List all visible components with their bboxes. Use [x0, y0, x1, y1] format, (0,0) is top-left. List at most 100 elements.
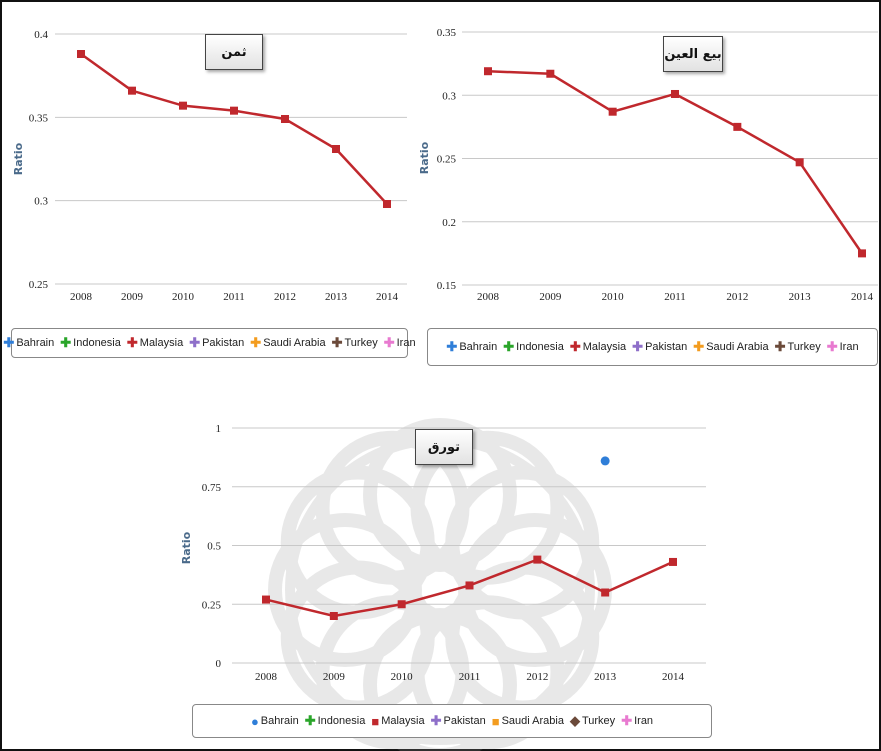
- legend-label: Bahrain: [260, 715, 299, 727]
- legend-marker-icon: ✚: [250, 335, 262, 350]
- legend-item-indonesia[interactable]: ✚ Indonesia: [503, 339, 564, 355]
- y-axis-title: Ratio: [418, 141, 431, 174]
- data-point[interactable]: [608, 107, 617, 116]
- data-point[interactable]: [397, 600, 406, 609]
- data-point[interactable]: [281, 115, 289, 123]
- legend-item-iran[interactable]: ✚ Iran: [384, 335, 416, 351]
- legend-item-iran[interactable]: ✚ Iran: [827, 339, 859, 355]
- legend-marker-icon: ✚: [826, 339, 838, 354]
- legend-marker-icon: ✚: [189, 335, 201, 350]
- data-point[interactable]: [484, 67, 492, 76]
- data-point[interactable]: [795, 158, 804, 167]
- y-tick-label: 0.4: [34, 29, 48, 41]
- legend-label: Indonesia: [317, 715, 366, 727]
- y-tick-label: 0.25: [437, 154, 457, 166]
- data-point[interactable]: [858, 249, 866, 258]
- legend-label: Iran: [396, 337, 416, 349]
- y-tick-label: 0.35: [437, 27, 457, 39]
- y-tick-label: 0.3: [34, 196, 48, 208]
- legend-label: Saudi Arabia: [501, 715, 564, 727]
- x-tick-label: 2012: [526, 671, 548, 683]
- legend-marker-icon: ✚: [693, 339, 705, 354]
- legend-label: Iran: [839, 341, 859, 353]
- legend-label: Iran: [634, 715, 654, 727]
- legend-item-indonesia[interactable]: ✚ Indonesia: [60, 335, 121, 351]
- legend-item-saudi-arabia[interactable]: ■ Saudi Arabia: [492, 714, 564, 729]
- data-point-bahrain[interactable]: [600, 456, 610, 466]
- legend-item-saudi-arabia[interactable]: ✚ Saudi Arabia: [250, 335, 325, 351]
- legend-label: Indonesia: [73, 337, 121, 349]
- legend-item-saudi-arabia[interactable]: ✚ Saudi Arabia: [693, 339, 768, 355]
- legend-label: Saudi Arabia: [263, 337, 326, 349]
- data-point[interactable]: [669, 557, 677, 566]
- data-point[interactable]: [546, 69, 555, 78]
- y-axis-title: Ratio: [12, 142, 25, 175]
- data-point[interactable]: [465, 581, 474, 590]
- legend-label: Saudi Arabia: [706, 341, 769, 353]
- data-point[interactable]: [128, 86, 136, 95]
- legend-marker-icon: ✚: [60, 335, 72, 350]
- legend-item-bahrain[interactable]: ✚ Bahrain: [446, 339, 497, 355]
- legend-label: Malaysia: [381, 715, 425, 727]
- chart-legend: ✚ Bahrain ✚ Indonesia ✚ Malaysia ✚ Pakistan ✚ Sau…: [3, 328, 416, 358]
- data-point[interactable]: [332, 145, 340, 153]
- watermark-petal: [363, 608, 517, 751]
- data-point[interactable]: [77, 50, 85, 58]
- legend-item-bahrain[interactable]: ✚ Bahrain: [3, 335, 54, 351]
- legend-marker-icon: ✚: [304, 713, 316, 728]
- y-tick-label: 0.2: [442, 217, 456, 229]
- y-tick-label: 0.15: [437, 280, 457, 292]
- legend-marker-icon: ✚: [126, 335, 138, 350]
- x-tick-label: 2011: [223, 291, 245, 303]
- legend-item-malaysia[interactable]: ✚ Malaysia: [570, 339, 626, 355]
- chart-title-text: تورق: [427, 439, 461, 455]
- legend-item-malaysia[interactable]: ✚ Malaysia: [127, 335, 183, 351]
- data-point[interactable]: [533, 555, 542, 564]
- x-tick-label: 2011: [664, 291, 686, 303]
- legend-marker-icon: ✚: [632, 339, 644, 354]
- data-point[interactable]: [179, 101, 187, 110]
- legend-marker-icon: ■: [371, 713, 380, 729]
- legend-item-pakistan[interactable]: ✚ Pakistan: [189, 335, 244, 351]
- legend-marker-icon: ✚: [774, 339, 786, 354]
- legend-marker-icon: ◆: [569, 713, 580, 728]
- legend-item-indonesia[interactable]: ✚ Indonesia: [305, 713, 366, 729]
- x-tick-label: 2013: [789, 291, 812, 303]
- legend-label: Malaysia: [139, 337, 184, 349]
- data-point[interactable]: [262, 595, 270, 604]
- legend-item-pakistan[interactable]: ✚ Pakistan: [632, 339, 687, 355]
- x-tick-label: 2010: [172, 291, 195, 303]
- legend-label: Turkey: [581, 715, 616, 727]
- legend-marker-icon: ✚: [383, 335, 395, 350]
- legend-item-bahrain[interactable]: ● Bahrain: [251, 714, 299, 729]
- y-tick-label: 0.25: [29, 279, 49, 291]
- x-tick-label: 2014: [662, 671, 685, 683]
- legend-marker-icon: ✚: [331, 335, 343, 350]
- y-axis-title: Ratio: [180, 531, 193, 564]
- legend-label: Indonesia: [516, 341, 564, 353]
- y-tick-label: 0.5: [207, 541, 221, 553]
- data-point[interactable]: [329, 612, 338, 620]
- data-point[interactable]: [230, 106, 238, 115]
- legend-marker-icon: ✚: [430, 713, 442, 728]
- legend-item-turkey[interactable]: ✚ Turkey: [332, 335, 378, 351]
- chart-title-text: ثمن: [221, 44, 247, 60]
- x-tick-label: 2009: [323, 671, 346, 683]
- legend-item-malaysia[interactable]: ■ Malaysia: [371, 714, 424, 729]
- data-point[interactable]: [733, 122, 742, 131]
- data-point[interactable]: [601, 588, 610, 597]
- legend-item-pakistan[interactable]: ✚ Pakistan: [431, 713, 486, 729]
- legend-item-turkey[interactable]: ◆ Turkey: [570, 713, 615, 729]
- legend-item-iran[interactable]: ✚ Iran: [621, 713, 653, 729]
- x-tick-label: 2010: [391, 671, 414, 683]
- data-point[interactable]: [383, 200, 391, 208]
- legend-item-turkey[interactable]: ✚ Turkey: [775, 339, 821, 355]
- y-tick-label: 0.75: [202, 482, 222, 494]
- watermark-petal: [363, 418, 517, 572]
- x-tick-label: 2012: [274, 291, 296, 303]
- data-point[interactable]: [671, 89, 679, 98]
- chart-title-text: بيع العين: [664, 46, 722, 62]
